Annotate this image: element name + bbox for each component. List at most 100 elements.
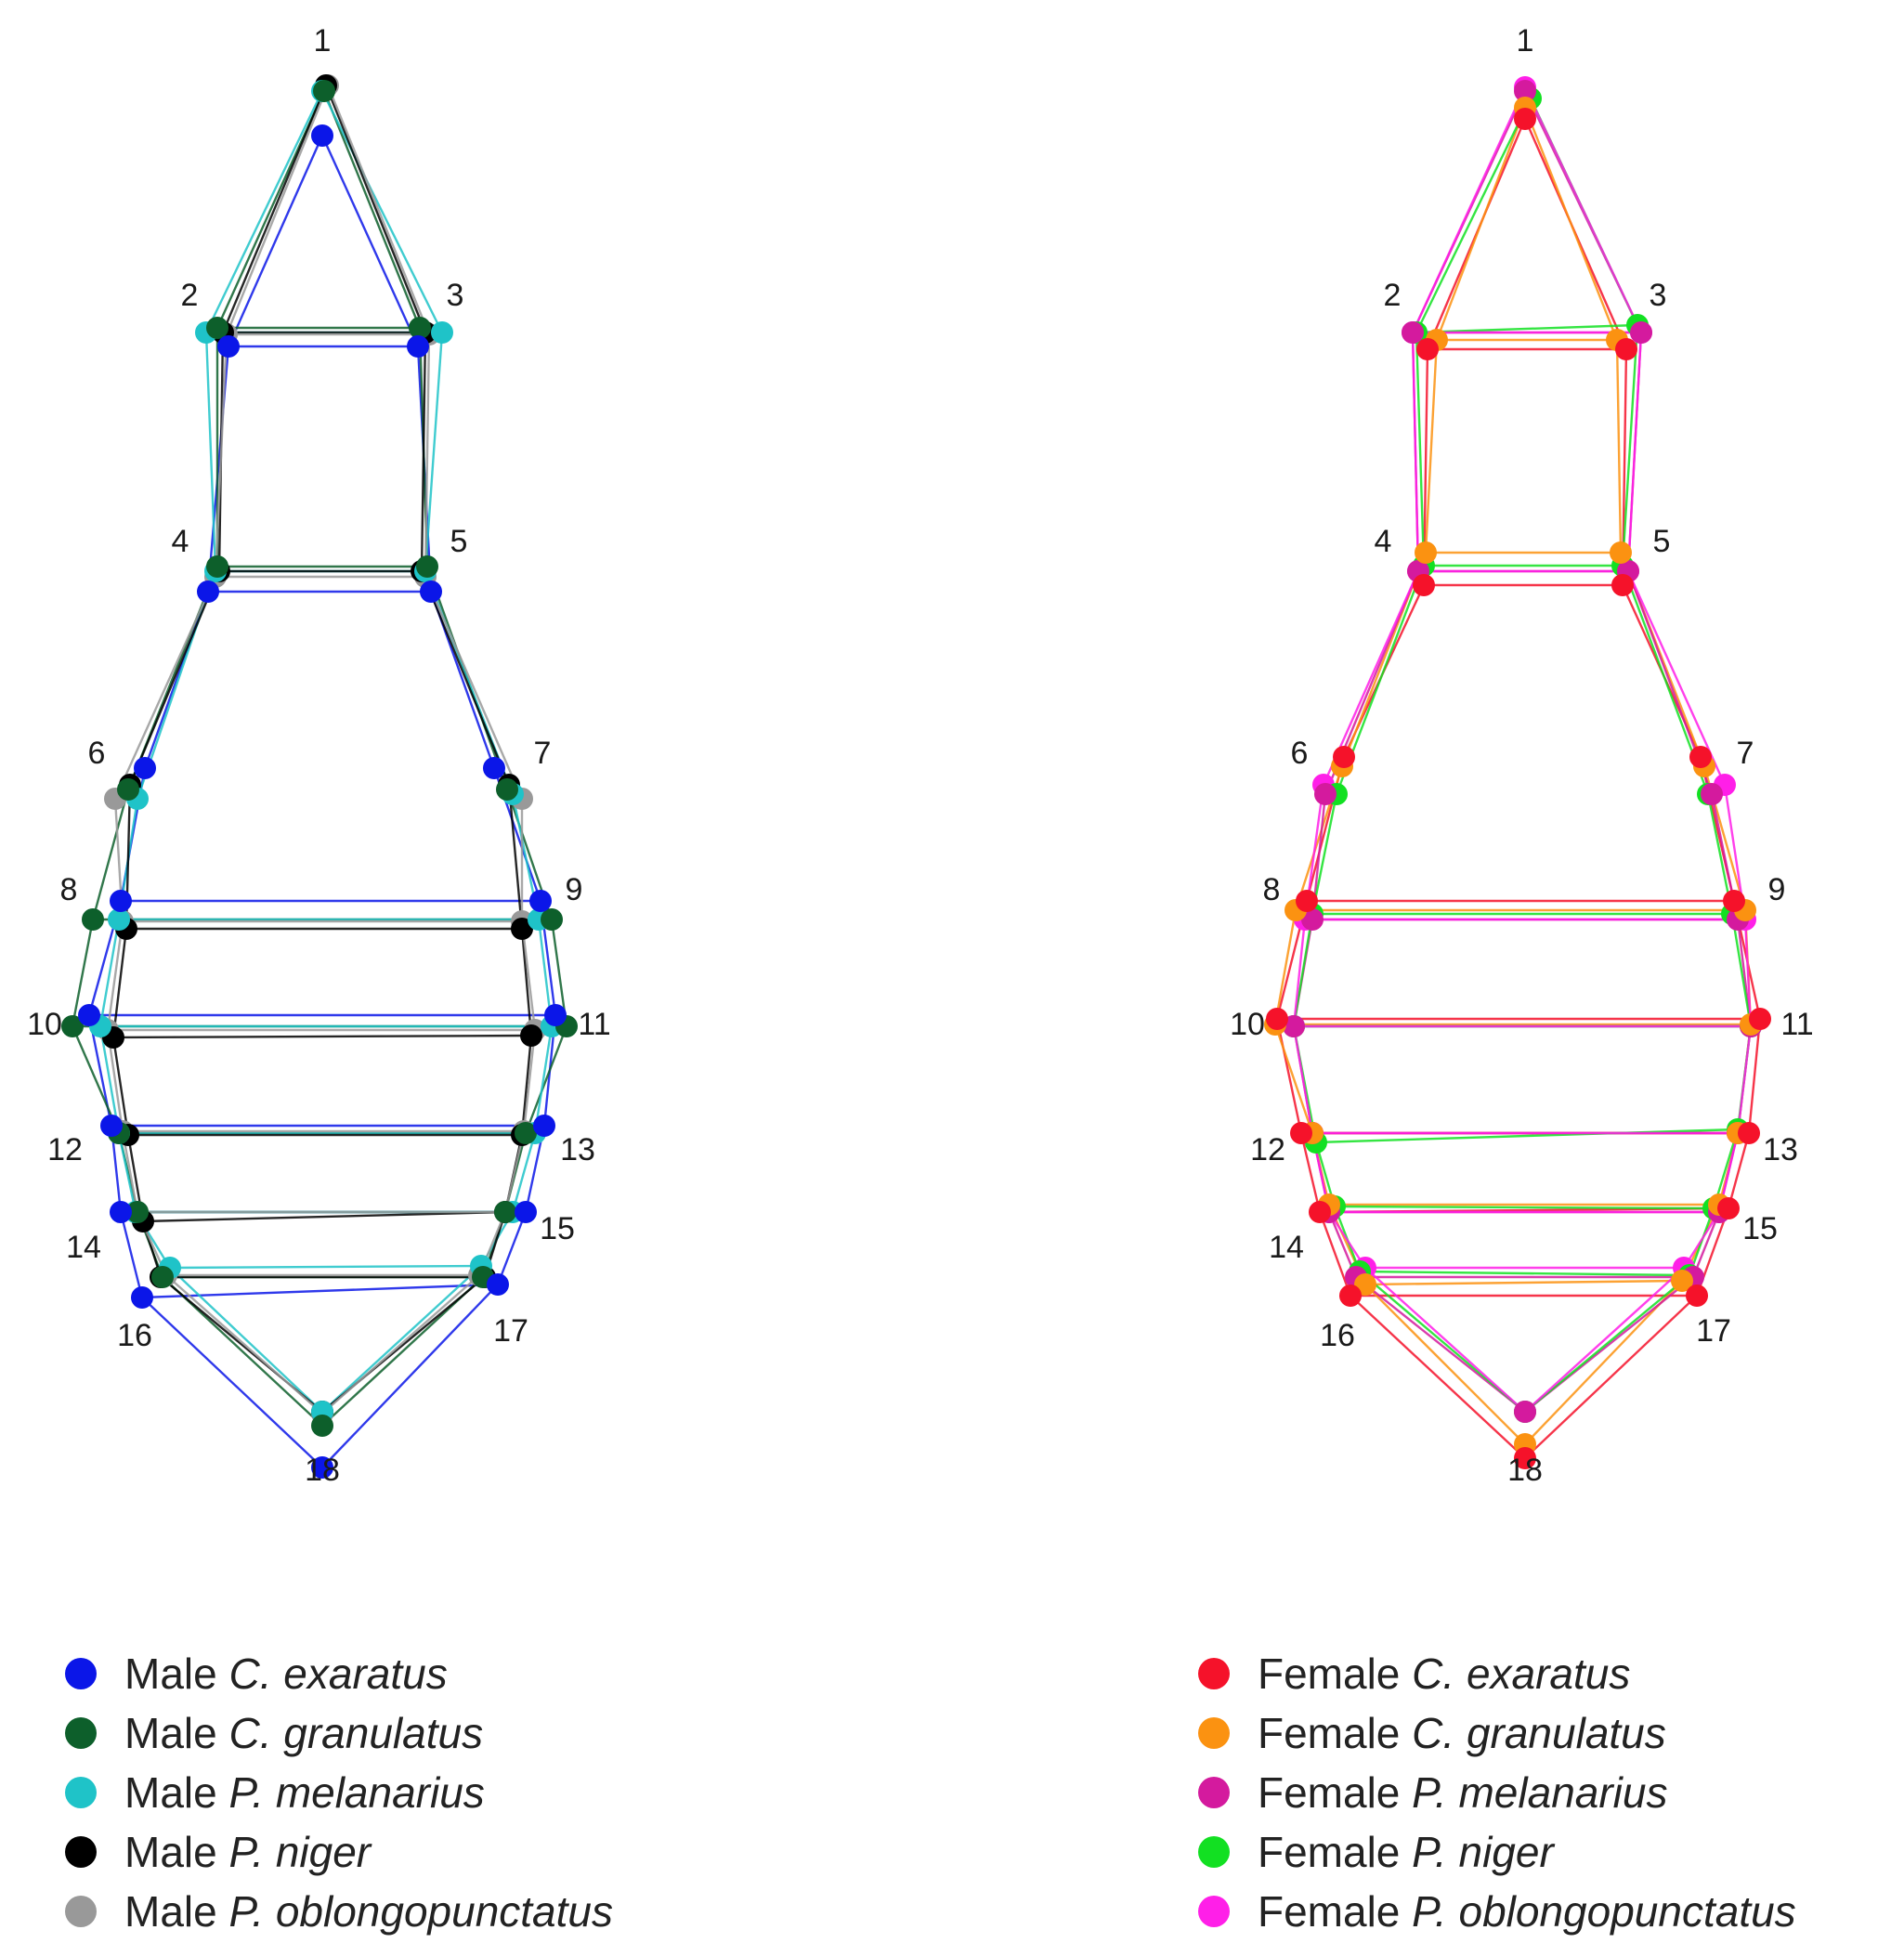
landmark-point-11 — [1749, 1008, 1771, 1030]
landmark-point-15 — [494, 1201, 516, 1223]
wireframe-edge — [1626, 332, 1643, 572]
landmark-point-14 — [126, 1201, 149, 1223]
legend-species-label: P. niger — [1412, 1828, 1554, 1876]
wireframe-edge — [204, 332, 217, 572]
female-c-granulatus-wireframe — [1273, 107, 1753, 1445]
wireframe-edge — [1411, 332, 1420, 572]
legend-species-label: P. niger — [228, 1828, 372, 1876]
wireframe-edge — [1273, 1024, 1314, 1134]
landmark-label-15: 15 — [540, 1211, 575, 1246]
landmark-point-2 — [206, 317, 228, 339]
landmark-point-16 — [1339, 1284, 1362, 1307]
wireframe-edge — [1275, 1018, 1303, 1134]
wireframe-edge — [227, 135, 324, 347]
legend-species-label: C. granulatus — [1412, 1709, 1666, 1757]
landmark-label-14: 14 — [1269, 1230, 1304, 1265]
landmark-label-13: 13 — [1763, 1132, 1798, 1167]
wireframe-edge — [71, 919, 95, 1027]
landmark-label-17: 17 — [1696, 1313, 1731, 1349]
landmark-label-16: 16 — [1320, 1318, 1355, 1353]
landmark-label-6: 6 — [88, 736, 106, 771]
wireframe-edge — [424, 576, 524, 800]
landmark-point-7 — [1689, 746, 1712, 768]
landmark-label-12: 12 — [47, 1132, 83, 1167]
wireframe-edge — [320, 135, 420, 347]
landmark-label-10: 10 — [27, 1007, 62, 1042]
wireframe-edge — [1292, 919, 1307, 1027]
landmark-point-4 — [197, 580, 219, 603]
landmark-point-9 — [541, 908, 563, 931]
wireframe-edge — [1523, 107, 1619, 341]
landmark-label-1: 1 — [1517, 23, 1534, 59]
legend-dot-icon — [1198, 1717, 1230, 1749]
wireframe-edge — [225, 85, 330, 335]
landmark-label-18: 18 — [1507, 1453, 1543, 1488]
wireframe-edge — [1747, 1018, 1762, 1134]
wireframe-edge — [1299, 1132, 1322, 1213]
landmark-label-16: 16 — [117, 1318, 152, 1353]
wireframe-edge — [1318, 1211, 1352, 1297]
legend-item-female-p-niger: Female P. niger — [1198, 1822, 1796, 1882]
legend-sex-label: Female — [1258, 1650, 1401, 1698]
legend-sex-label: Female — [1258, 1828, 1401, 1876]
landmark-point-17 — [487, 1273, 509, 1296]
wireframe-edge — [165, 1274, 323, 1415]
wireframe-edge — [111, 928, 128, 1038]
wireframe-edge — [1364, 1284, 1526, 1445]
wireframe-edge — [424, 332, 444, 572]
landmark-label-2: 2 — [181, 278, 199, 313]
landmark-label-6: 6 — [1291, 736, 1309, 771]
landmark-point-9 — [529, 890, 552, 912]
landmark-point-18 — [311, 1415, 333, 1437]
legend-dot-icon — [1198, 1777, 1230, 1808]
wireframe-edge — [1350, 1295, 1526, 1459]
female-legend: Female C. exaratus Female C. granulatus … — [1198, 1644, 1796, 1941]
female-c-granulatus-landmarks — [1264, 97, 1762, 1455]
landmark-point-10 — [1283, 1015, 1305, 1037]
landmark-label-2: 2 — [1384, 278, 1402, 313]
wireframe-edge — [1524, 1274, 1690, 1413]
legend-item-male-p-oblongopunctatus: Male P. oblongopunctatus — [65, 1882, 613, 1941]
landmark-point-2 — [217, 335, 240, 358]
landmark-label-9: 9 — [1768, 872, 1786, 907]
legend-item-male-p-niger: Male P. niger — [65, 1822, 613, 1882]
landmark-point-9 — [1723, 890, 1745, 912]
landmark-label-18: 18 — [305, 1453, 340, 1488]
landmark-point-8 — [1301, 908, 1324, 931]
male-c-granulatus-landmarks — [61, 80, 578, 1437]
wireframe-edge — [112, 1034, 532, 1039]
legend-species-label: P. oblongopunctatus — [1412, 1887, 1796, 1936]
landmark-label-11: 11 — [1780, 1007, 1813, 1042]
landmark-label-15: 15 — [1742, 1211, 1778, 1246]
female-p-oblongopunctatus-wireframe — [1292, 86, 1753, 1413]
landmark-point-5 — [420, 580, 442, 603]
wireframe-edge — [117, 1132, 137, 1213]
wireframe-edge — [321, 1265, 482, 1413]
legend-sex-label: Male — [124, 1828, 217, 1876]
wireframe-edge — [520, 928, 533, 1037]
landmark-point-14 — [1309, 1201, 1331, 1223]
male-p-oblongopunctatus-landmarks — [97, 74, 546, 1425]
wireframe-edge — [1273, 909, 1298, 1025]
landmark-point-3 — [1630, 321, 1652, 344]
legend-sex-label: Male — [124, 1887, 217, 1936]
landmark-point-12 — [1290, 1122, 1312, 1144]
wireframe-edge — [322, 90, 422, 329]
female-p-melanarius-landmarks — [1283, 80, 1762, 1423]
wireframe-edge — [169, 1264, 482, 1270]
landmark-point-3 — [407, 335, 429, 358]
wireframe-edge — [324, 85, 427, 333]
legend-dot-icon — [65, 1777, 97, 1808]
landmark-label-5: 5 — [1653, 524, 1671, 559]
wireframe-edge — [1621, 324, 1639, 567]
wireframe-edge — [113, 576, 217, 800]
wireframe-edge — [1736, 1025, 1753, 1134]
wireframe-edge — [1359, 1270, 1690, 1277]
wireframe-edge — [1364, 1279, 1683, 1286]
legend-item-female-p-oblongopunctatus: Female P. oblongopunctatus — [1198, 1882, 1796, 1941]
landmark-point-4 — [1413, 574, 1435, 596]
landmark-point-8 — [1296, 890, 1318, 912]
legend-item-male-c-exaratus: Male C. exaratus — [65, 1644, 613, 1703]
